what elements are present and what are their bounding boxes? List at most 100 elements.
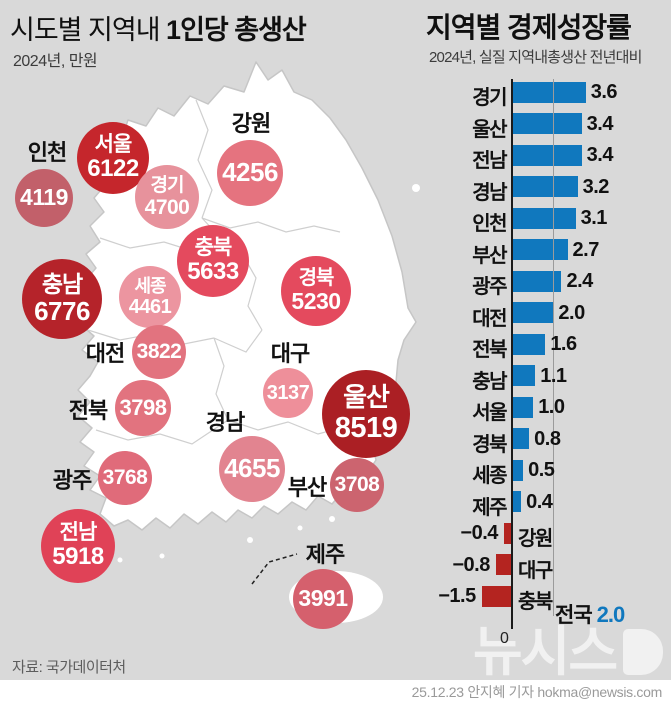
bar-value-label: 3.1 xyxy=(580,207,608,229)
bar-value-label: 1.1 xyxy=(540,364,567,387)
region-bubble: 전남 5918 xyxy=(41,509,115,583)
bar-value-label: −0.4 xyxy=(460,522,498,544)
bar-value-label: 3.2 xyxy=(582,175,610,198)
bar-value-label: −1.5 xyxy=(438,585,476,607)
region-name: 전남 xyxy=(59,520,98,544)
region-label: 대구 xyxy=(270,341,310,366)
region-value: 4461 xyxy=(128,295,172,318)
newsis-logo-icon xyxy=(623,629,663,675)
bar-category-label: 광주 xyxy=(472,276,507,298)
right-title: 지역별 경제성장률 xyxy=(426,12,632,43)
growth-bar xyxy=(481,585,512,607)
newsis-watermark: 뉴시스 xyxy=(473,625,663,679)
region-label: 부산 xyxy=(287,475,327,500)
growth-bar xyxy=(513,333,546,355)
bar-value-label: −0.8 xyxy=(452,553,490,576)
region-bubble: 3798 xyxy=(115,380,171,436)
region-value: 6776 xyxy=(34,296,90,327)
growth-bar xyxy=(513,144,582,166)
growth-bar xyxy=(513,113,582,134)
bar-category-label: 부산 xyxy=(472,244,507,267)
region-value: 6122 xyxy=(87,155,139,183)
region-label: 전북 xyxy=(68,398,108,423)
bar-category-label: 대전 xyxy=(472,307,507,330)
national-average-gridline xyxy=(552,79,554,616)
growth-bar xyxy=(513,491,522,512)
region-label: 대전 xyxy=(85,341,125,366)
region-bubble: 4119 xyxy=(15,169,73,227)
source-note: 자료: 국가데이터처 xyxy=(12,659,126,676)
growth-bar xyxy=(495,554,512,575)
growth-bar xyxy=(503,522,512,544)
bar-category-label: 전남 xyxy=(472,150,507,172)
region-value: 3708 xyxy=(334,473,380,497)
bar-value-label: 1.6 xyxy=(550,333,577,355)
right-subtitle: 2024년, 실질 지역내총생산 전년대비 xyxy=(429,49,642,66)
region-bubble: 3768 xyxy=(98,451,152,505)
region-label: 인천 xyxy=(27,140,67,165)
region-value: 4256 xyxy=(222,157,278,188)
region-bubble: 3137 xyxy=(263,368,313,418)
region-label: 광주 xyxy=(52,468,92,493)
region-label: 강원 xyxy=(231,111,271,136)
left-title-regular: 시도별 지역내 xyxy=(10,15,167,45)
national-average-label: 전국 xyxy=(555,604,593,627)
national-average: 전국 2.0 xyxy=(555,599,626,629)
region-bubble: 3991 xyxy=(293,569,353,629)
region-value: 3798 xyxy=(119,394,167,420)
region-bubble: 서울 6122 xyxy=(77,122,149,194)
bar-category-label: 충남 xyxy=(472,370,507,393)
bar-value-label: 0.5 xyxy=(528,459,555,481)
growth-bar xyxy=(513,81,586,103)
bar-category-label: 세종 xyxy=(472,465,507,487)
bar-category-label: 대구 xyxy=(518,559,553,582)
region-bubble: 4256 xyxy=(217,140,283,206)
growth-bar xyxy=(513,459,524,481)
zero-axis-line xyxy=(511,79,513,629)
newsis-watermark-text: 뉴시스 xyxy=(472,622,618,682)
region-value: 4655 xyxy=(224,453,280,484)
bar-value-label: 2.7 xyxy=(572,238,600,261)
growth-bar xyxy=(513,239,568,260)
region-value: 8519 xyxy=(334,412,398,445)
region-value: 5633 xyxy=(187,258,239,286)
region-value: 3991 xyxy=(298,585,348,612)
region-bubble: 울산 8519 xyxy=(322,370,410,458)
region-bubble: 충북 5633 xyxy=(177,225,249,297)
region-name: 경북 xyxy=(298,266,335,289)
zero-axis-label: 0 xyxy=(500,630,509,647)
national-average-value: 2.0 xyxy=(596,602,626,627)
bar-category-label: 인천 xyxy=(472,213,507,235)
region-name: 서울 xyxy=(94,132,133,156)
growth-bar xyxy=(513,365,536,386)
credit-strip: 25.12.23 안지혜 기자 hokma@newsis.com xyxy=(0,680,671,703)
region-label: 경남 xyxy=(205,410,245,435)
region-name: 충북 xyxy=(194,235,233,259)
credit-line: 25.12.23 안지혜 기자 hokma@newsis.com xyxy=(411,684,663,700)
left-title: 시도별 지역내 1인당 총생산 xyxy=(10,8,307,47)
region-name: 충남 xyxy=(41,270,83,297)
bar-value-label: 0.8 xyxy=(534,427,561,450)
jeju-leader-line xyxy=(251,553,298,585)
region-bubble: 세종 4461 xyxy=(119,266,181,328)
region-value: 3822 xyxy=(136,340,182,364)
region-value: 4119 xyxy=(20,184,68,211)
bar-value-label: 1.0 xyxy=(538,396,565,418)
growth-bar xyxy=(513,270,562,292)
bar-category-label: 강원 xyxy=(518,528,553,550)
region-value: 3768 xyxy=(102,466,148,490)
region-value: 3137 xyxy=(266,381,310,404)
region-name: 울산 xyxy=(343,382,390,413)
region-bubble: 3822 xyxy=(132,325,186,379)
region-value: 4700 xyxy=(144,195,190,219)
bar-category-label: 경북 xyxy=(472,433,507,456)
left-title-bold: 1인당 총생산 xyxy=(166,15,307,45)
region-value: 5230 xyxy=(291,288,341,315)
bar-value-label: 3.4 xyxy=(586,144,614,166)
region-bubble: 경기 4700 xyxy=(135,165,199,229)
bar-category-label: 충북 xyxy=(518,591,553,613)
bar-category-label: 제주 xyxy=(472,496,507,519)
bar-category-label: 울산 xyxy=(472,118,507,141)
